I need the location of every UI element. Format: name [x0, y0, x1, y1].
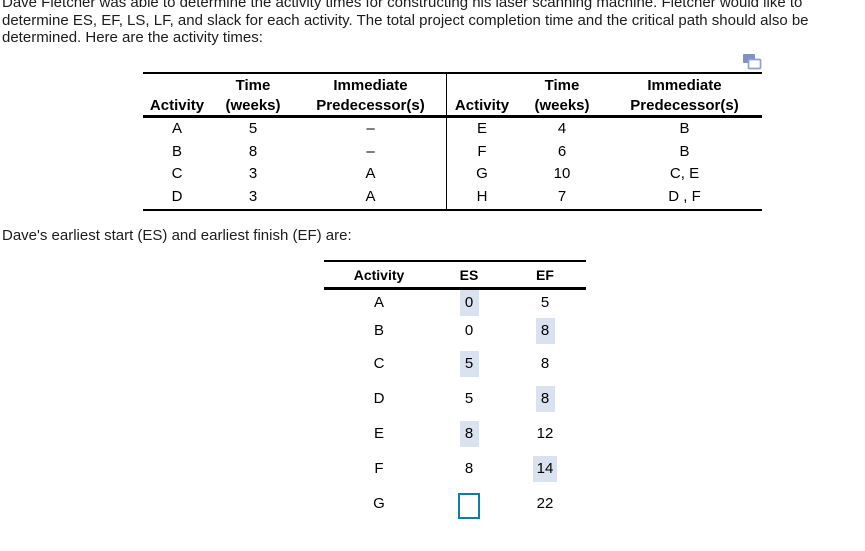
activity-cell: E [476, 120, 487, 137]
col-pred-label-bottom: Predecessor(s) [630, 96, 739, 114]
col-time-label-top: Time [544, 77, 580, 94]
ef-value: 8 [504, 381, 586, 416]
es-value: 5 [464, 390, 474, 407]
predecessor-cell: B [679, 142, 690, 160]
es-ef-heading: Dave's earliest start (ES) and earliest … [2, 227, 352, 244]
ef-value: 14 [504, 451, 586, 486]
activity-table-right-body: E 4 B F 6 B G 10 C, E H 7 D , F [447, 118, 762, 209]
copy-icon[interactable] [742, 53, 762, 71]
activity-table-left-body: A 5 – B 8 – C 3 A D 3 A [143, 118, 446, 209]
activity-times-table: Activity Time (weeks) Immediate Predecesso… [143, 72, 762, 211]
problem-line-1: Dave Fletcher was able to determine the … [2, 0, 803, 11]
es-ef-table: Activity ES EF A 0 5 B 0 8 C 5 8 D 5 8 E… [324, 260, 586, 521]
time-cell: 4 [557, 120, 567, 137]
activity-cell: F [374, 460, 384, 477]
predecessor-cell: A [365, 165, 376, 183]
col-es-label: ES [459, 266, 479, 283]
activity-cell: C [171, 165, 183, 183]
highlighted-answer: 8 [459, 420, 479, 447]
activity-cell: A [373, 294, 384, 311]
problem-line-2: determine ES, EF, LS, LF, and slack for … [2, 11, 809, 29]
activity-cell: E [373, 425, 384, 442]
col-pred-label-bottom: Predecessor(s) [316, 96, 425, 114]
activity-table-left-half: Activity Time (weeks) Immediate Predecesso… [143, 74, 446, 209]
problem-statement: Dave Fletcher was able to determine the … [2, 0, 809, 47]
activity-cell: H [476, 188, 488, 206]
highlighted-answer: 5 [459, 350, 479, 377]
col-activity-label: Activity [454, 96, 510, 114]
activity-cell: F [477, 142, 487, 160]
time-cell: 6 [557, 142, 567, 160]
activity-cell: G [476, 165, 488, 183]
es-value: 5 [434, 346, 504, 381]
highlighted-answer: 14 [532, 455, 558, 482]
activity-cell: C [373, 355, 385, 372]
col-pred-label-top: Immediate [647, 77, 722, 94]
ef-value: 5 [540, 294, 550, 311]
col-time-label-bottom: (weeks) [225, 96, 281, 114]
highlighted-answer: 8 [535, 317, 555, 344]
predecessor-cell: C, E [669, 165, 700, 183]
ef-value: 8 [504, 315, 586, 346]
activity-table-right-half: Activity Time (weeks) Immediate Predecesso… [446, 74, 762, 209]
activity-cell: G [373, 495, 385, 512]
es-input-g[interactable] [458, 492, 480, 519]
time-cell: 3 [248, 188, 258, 206]
col-activity-label: Activity [149, 96, 205, 114]
predecessor-cell: – [366, 120, 375, 137]
es-value [434, 486, 504, 521]
es-ef-table-header: Activity ES EF [324, 262, 586, 290]
activity-table-left-header: Activity Time (weeks) Immediate Predecesso… [143, 74, 446, 118]
activity-cell: A [171, 120, 182, 137]
activity-cell: B [171, 142, 182, 160]
col-pred-label-top: Immediate [333, 77, 408, 94]
time-cell: 5 [248, 120, 258, 137]
predecessor-cell: D , F [668, 188, 701, 206]
activity-cell: D [171, 188, 183, 206]
col-ef-label: EF [536, 266, 554, 283]
ef-value: 22 [536, 495, 554, 512]
predecessor-cell: B [679, 120, 690, 137]
activity-cell: D [373, 390, 385, 407]
col-time-label-bottom: (weeks) [534, 96, 590, 114]
es-value: 8 [434, 416, 504, 451]
es-value: 8 [464, 460, 474, 477]
activity-cell: B [373, 322, 384, 339]
time-cell: 3 [248, 165, 258, 183]
problem-line-3: determined. Here are the activity times: [2, 29, 263, 46]
highlighted-answer: 0 [459, 289, 479, 316]
ef-value: 12 [536, 425, 554, 442]
es-value: 0 [464, 322, 474, 339]
col-activity-label: Activity [353, 266, 405, 283]
ef-value: 8 [540, 355, 550, 372]
predecessor-cell: A [365, 188, 376, 206]
time-cell: 8 [248, 142, 258, 160]
predecessor-cell: – [366, 142, 375, 160]
time-cell: 10 [553, 165, 571, 183]
activity-table-right-header: Activity Time (weeks) Immediate Predecesso… [447, 74, 762, 118]
col-time-label-top: Time [235, 77, 271, 94]
es-ef-table-body: A 0 5 B 0 8 C 5 8 D 5 8 E 8 12 F 8 14 G … [324, 289, 586, 521]
highlighted-answer: 8 [535, 385, 555, 412]
time-cell: 7 [557, 188, 567, 206]
es-value: 0 [434, 289, 504, 316]
